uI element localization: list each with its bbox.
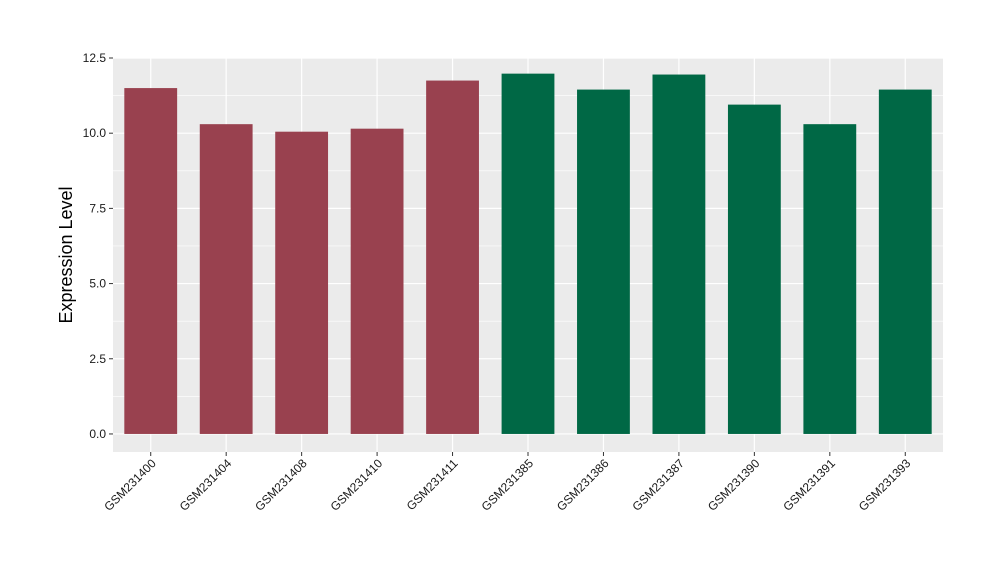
x-tick-label: GSM231411 (404, 456, 461, 513)
x-tick-label: GSM231393 (856, 456, 914, 514)
y-tick-label: 7.5 (89, 201, 106, 215)
bar-GSM231387 (652, 74, 706, 434)
x-tick-label: GSM231385 (479, 456, 537, 514)
bar-GSM231410 (350, 128, 404, 434)
bar-GSM231385 (501, 73, 555, 434)
x-tick-label: GSM231408 (252, 456, 310, 514)
bars (124, 73, 932, 434)
bar-GSM231400 (124, 88, 178, 434)
x-tick-label: GSM231386 (554, 456, 612, 514)
x-tick-label: GSM231400 (101, 456, 159, 514)
y-tick-label: 12.5 (83, 51, 107, 65)
y-tick-label: 0.0 (89, 427, 106, 441)
bar-GSM231391 (803, 124, 857, 434)
x-axis: GSM231400 GSM231404 GSM231408 GSM231410 GSM2… (101, 452, 914, 514)
bar-GSM231390 (727, 104, 781, 434)
bar-GSM231408 (275, 131, 329, 434)
y-tick-label: 5.0 (89, 277, 106, 291)
bar-GSM231404 (199, 124, 253, 434)
x-tick-label: GSM231391 (780, 456, 838, 514)
x-tick-label: GSM231387 (629, 456, 687, 514)
x-tick-label: GSM231410 (328, 456, 386, 514)
y-tick-label: 10.0 (83, 126, 107, 140)
x-tick-label: GSM231390 (705, 456, 763, 514)
bar-GSM231411 (426, 80, 479, 434)
y-axis-title: Expression Level (56, 186, 76, 323)
y-axis: 0.0 2.5 5.0 7.5 10.0 12.5 (83, 51, 113, 441)
bar-GSM231386 (577, 89, 630, 434)
x-tick-label: GSM231404 (177, 456, 235, 514)
bar-GSM231393 (878, 89, 932, 434)
y-tick-label: 2.5 (89, 352, 106, 366)
